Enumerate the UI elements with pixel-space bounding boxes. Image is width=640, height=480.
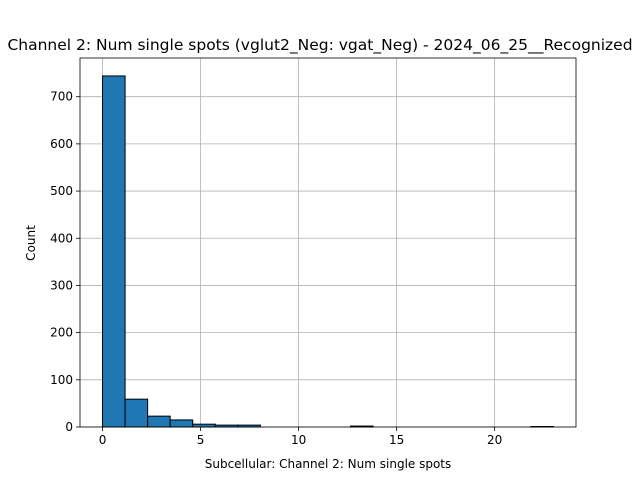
histogram-bar-2: [147, 415, 171, 428]
histogram-bar-4: [192, 423, 216, 428]
y-tick-label: 400: [50, 231, 73, 245]
x-tick-label: 10: [291, 433, 306, 447]
y-tick-label: 300: [50, 278, 73, 292]
x-axis-ticks: 0 5 10 15 20: [99, 427, 502, 447]
x-tick-label: 20: [487, 433, 502, 447]
y-tick-label: 500: [50, 184, 73, 198]
y-tick-label: 0: [65, 420, 73, 434]
y-axis-label: Count: [24, 225, 38, 261]
histogram-bar-1: [124, 398, 149, 428]
histogram-bar-0: [102, 75, 126, 428]
chart-title: Channel 2: Num single spots (vglut2_Neg:…: [7, 36, 632, 55]
x-tick-label: 0: [99, 433, 107, 447]
plot-frame: [79, 57, 577, 428]
y-axis-ticks: 0 100 200 300 400 500 600 700: [50, 90, 80, 434]
histogram-bar-3: [169, 419, 194, 428]
grid-lines: [80, 58, 576, 428]
x-axis-label: Subcellular: Channel 2: Num single spots: [205, 457, 452, 471]
histogram-bars: [102, 75, 554, 428]
x-tick-label: 15: [389, 433, 404, 447]
y-tick-label: 600: [50, 137, 73, 151]
y-tick-label: 700: [50, 90, 73, 104]
x-tick-label: 5: [197, 433, 205, 447]
y-tick-label: 200: [50, 326, 73, 340]
y-tick-label: 100: [50, 373, 73, 387]
